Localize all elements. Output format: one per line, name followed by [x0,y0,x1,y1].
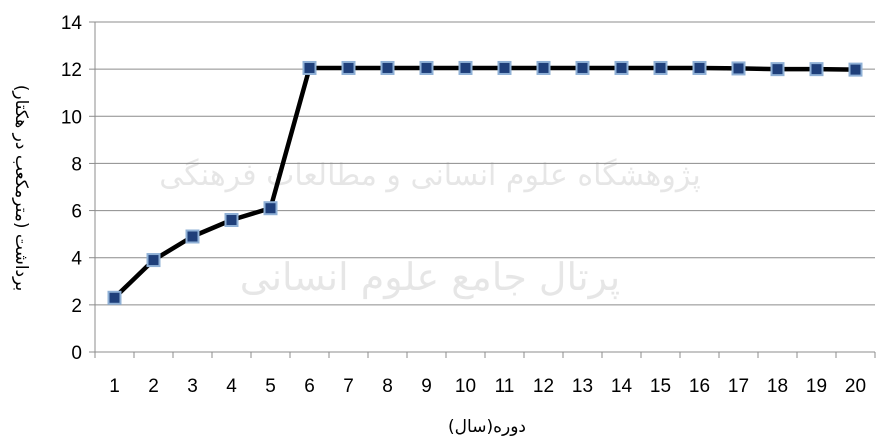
watermark-line-2: پرتال جامع علوم انسانی [240,255,620,300]
y-tick-label: 10 [61,107,82,128]
data-point [809,62,824,77]
data-point [536,60,551,75]
y-tick-label: 2 [71,296,82,317]
x-tick-label: 20 [845,376,866,397]
data-point [458,60,473,75]
x-tick-label: 15 [650,376,671,397]
y-tick-label: 6 [71,202,82,223]
data-point [653,60,668,75]
data-point [380,60,395,75]
data-point [848,62,863,77]
data-point [146,253,161,268]
data-point [419,60,434,75]
x-tick-label: 13 [572,376,593,397]
axes [89,21,876,358]
data-point [224,213,239,227]
data-point [341,60,356,75]
y-tick-label: 12 [61,60,82,81]
data-point [497,60,512,75]
x-tick-label: 4 [226,376,237,397]
data-point [731,61,746,76]
x-tick-label: 5 [265,376,276,397]
x-tick-label: 9 [421,376,432,397]
x-tick-labels: 1 2 3 4 5 6 7 8 9 10 11 12 13 14 15 16 17 18 19 20 [109,376,866,397]
data-point [263,201,278,216]
data-point [302,60,317,75]
x-tick-label: 12 [533,376,554,397]
data-point [770,62,785,77]
series-group [107,60,863,305]
data-point [692,60,707,75]
x-tick-label: 3 [187,376,198,397]
x-tick-label: 11 [495,376,515,397]
data-point [107,290,122,305]
y-axis-title: برداشت (مترمکعب در هکتار) [11,85,31,291]
x-tick-label: 19 [806,376,827,397]
x-tick-label: 7 [343,376,354,397]
data-point [575,60,590,75]
x-tick-label: 1 [109,376,120,397]
x-tick-label: 17 [728,376,749,397]
x-tick-label: 6 [304,376,315,397]
x-tick-label: 10 [455,376,476,397]
watermark-logo: پژوهشگاه علوم انسانی و مطالعات فرهنگی پر… [159,158,701,300]
x-tick-label: 16 [689,376,710,397]
y-tick-label: 8 [71,154,82,175]
x-tick-label: 18 [767,376,788,397]
y-tick-labels: 0 2 4 6 8 10 12 14 [61,13,83,364]
x-tick-label: 8 [382,376,393,397]
data-point [614,60,629,75]
y-tick-label: 14 [61,13,83,34]
x-tick-label: 14 [611,376,633,397]
data-point [185,229,200,244]
y-tick-label: 0 [71,343,82,364]
x-axis-title: دوره(سال) [448,417,526,437]
y-tick-label: 4 [71,249,82,270]
x-tick-label: 2 [148,376,159,397]
